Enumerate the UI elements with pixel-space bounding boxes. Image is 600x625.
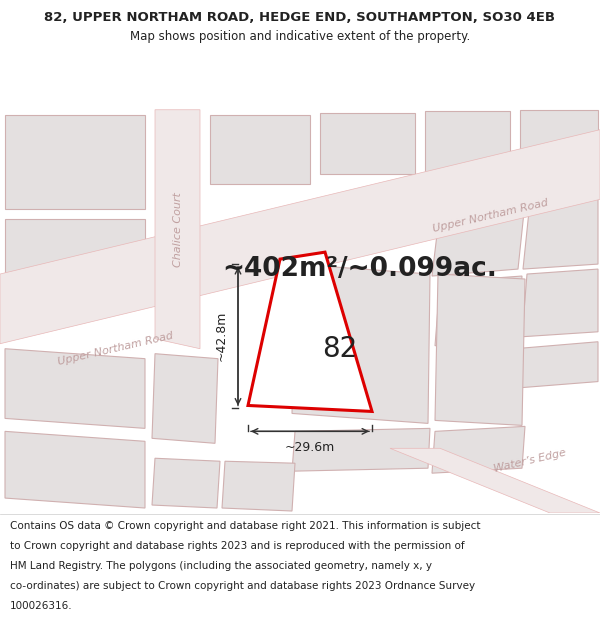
Text: ~42.8m: ~42.8m <box>215 311 228 361</box>
Text: Contains OS data © Crown copyright and database right 2021. This information is : Contains OS data © Crown copyright and d… <box>10 521 481 531</box>
Text: ~29.6m: ~29.6m <box>285 441 335 454</box>
Text: Upper Northam Road: Upper Northam Road <box>56 331 174 367</box>
Polygon shape <box>523 196 598 269</box>
Text: Upper Northam Road: Upper Northam Road <box>431 198 549 234</box>
Polygon shape <box>432 426 525 473</box>
Text: to Crown copyright and database rights 2023 and is reproduced with the permissio: to Crown copyright and database rights 2… <box>10 541 465 551</box>
Polygon shape <box>5 115 145 209</box>
Polygon shape <box>152 354 218 443</box>
Polygon shape <box>435 276 522 346</box>
Polygon shape <box>152 458 220 508</box>
Text: 82: 82 <box>322 335 358 362</box>
Polygon shape <box>520 110 598 171</box>
Polygon shape <box>510 342 598 389</box>
Polygon shape <box>0 129 600 344</box>
Text: HM Land Registry. The polygons (including the associated geometry, namely x, y: HM Land Registry. The polygons (includin… <box>10 561 432 571</box>
Polygon shape <box>320 112 415 174</box>
Polygon shape <box>292 264 430 423</box>
Polygon shape <box>155 110 200 349</box>
Polygon shape <box>5 219 145 274</box>
Text: 82, UPPER NORTHAM ROAD, HEDGE END, SOUTHAMPTON, SO30 4EB: 82, UPPER NORTHAM ROAD, HEDGE END, SOUTH… <box>44 11 556 24</box>
Text: Map shows position and indicative extent of the property.: Map shows position and indicative extent… <box>130 30 470 43</box>
Polygon shape <box>292 428 430 471</box>
Text: Chalice Court: Chalice Court <box>173 192 183 267</box>
Polygon shape <box>210 115 310 184</box>
Polygon shape <box>222 461 295 511</box>
Polygon shape <box>435 274 525 426</box>
Text: Water’s Edge: Water’s Edge <box>493 448 567 474</box>
Polygon shape <box>5 431 145 508</box>
Polygon shape <box>432 202 525 276</box>
Polygon shape <box>425 111 510 173</box>
Polygon shape <box>248 252 372 411</box>
Text: co-ordinates) are subject to Crown copyright and database rights 2023 Ordnance S: co-ordinates) are subject to Crown copyr… <box>10 581 475 591</box>
Text: ~402m²/~0.099ac.: ~402m²/~0.099ac. <box>223 256 497 282</box>
Polygon shape <box>390 448 600 513</box>
Polygon shape <box>5 349 145 428</box>
Polygon shape <box>522 269 598 337</box>
Text: 100026316.: 100026316. <box>10 601 73 611</box>
